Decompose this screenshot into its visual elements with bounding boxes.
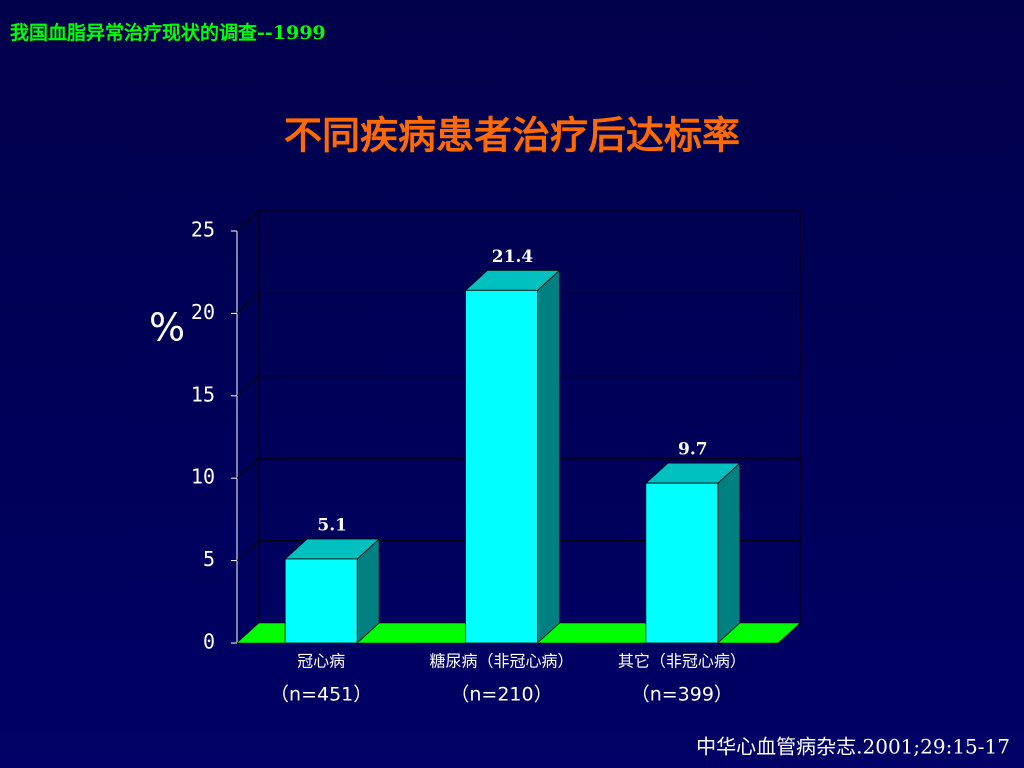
grid-line-side [236, 457, 260, 479]
source: 中华心血管病杂志.2001;29:15-17 [696, 735, 1010, 759]
bar [645, 482, 719, 644]
data-label: 9.7 [678, 440, 708, 460]
chart-title: 不同疾病患者治疗后达标率 [284, 114, 740, 158]
y-tick-label: 5 [203, 547, 215, 571]
x-tick-note: （n=451） [270, 684, 372, 706]
bar-side [717, 462, 741, 644]
x-tick-label: 糖尿病（非冠心病） [429, 652, 573, 671]
y-axis-label: % [149, 306, 185, 350]
x-tick-note: （n=210） [450, 684, 552, 706]
data-label: 21.4 [492, 247, 534, 267]
y-tick-label: 0 [203, 630, 215, 654]
x-tick-label: 冠心病 [297, 652, 345, 671]
grid-line-side [236, 540, 260, 561]
header: 我国血脂异常治疗现状的调查--1999 [10, 21, 326, 44]
y-tick-label: 15 [191, 382, 215, 406]
x-tick-note: （n=399） [631, 684, 733, 706]
data-label: 5.1 [317, 515, 347, 535]
y-tick-label: 10 [191, 465, 215, 489]
grid-line-side [236, 210, 260, 232]
y-tick-label: 25 [191, 218, 215, 242]
grid-line-side [236, 293, 260, 314]
y-tick-label: 20 [191, 300, 215, 324]
bar [465, 289, 538, 644]
x-tick-label: 其它（非冠心病） [618, 652, 746, 671]
grid-line-side [236, 375, 260, 397]
bar-side [537, 269, 560, 644]
bar [284, 558, 358, 644]
